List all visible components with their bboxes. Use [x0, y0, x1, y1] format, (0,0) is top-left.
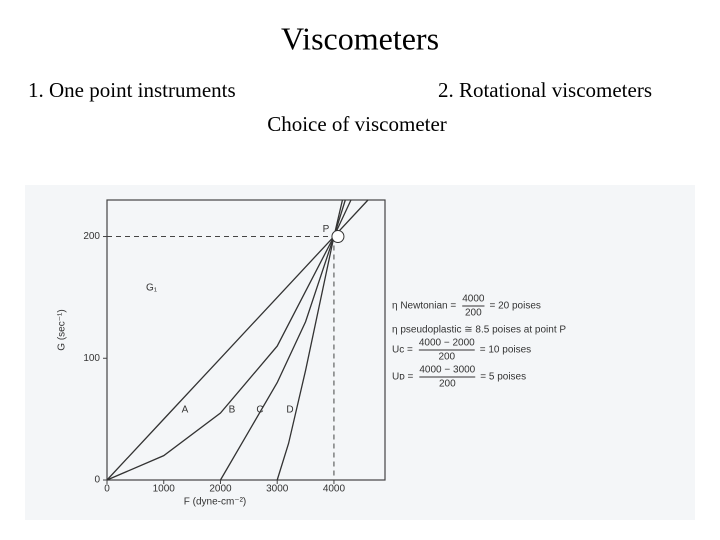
point-label: P — [323, 224, 330, 235]
curve — [276, 199, 344, 481]
x-axis-label: F (dyne-cm⁻²) — [184, 497, 247, 508]
curve-label: C — [256, 405, 263, 416]
title: Viscometers — [281, 20, 439, 56]
equation-denominator: 200 — [465, 308, 482, 319]
point-marker — [331, 230, 345, 244]
y-tick-label: 0 — [94, 475, 100, 486]
equation-denominator: 200 — [438, 352, 455, 363]
equation-lhs: η Newtonian = — [392, 301, 456, 312]
equation-numerator: 4000 − 2000 — [419, 338, 475, 349]
equation-lhs: Uᴅ = — [392, 372, 414, 383]
equation-rhs: = 5 poises — [480, 372, 526, 383]
equation-rhs: = 10 poises — [480, 345, 531, 356]
y-tick-label: 200 — [83, 231, 100, 242]
right-item: 2. Rotational viscometers — [438, 78, 652, 102]
subtitle: Choice of viscometer — [267, 112, 447, 136]
equation-lhs: η pseudoplastic ≅ 8.5 poises at point P — [392, 325, 566, 336]
equation-rhs: = 20 poises — [489, 301, 540, 312]
x-tick-label: 3000 — [266, 484, 289, 495]
y-tick-label: 100 — [83, 353, 100, 364]
x-tick-label: 4000 — [323, 484, 346, 495]
y-axis-label: G (sec⁻¹) — [57, 309, 68, 350]
plot-frame — [106, 199, 386, 481]
equation-numerator: 4000 — [462, 294, 485, 305]
curve-label: D — [286, 405, 293, 416]
equation-denominator: 200 — [439, 379, 456, 390]
x-tick-label: 1000 — [153, 484, 176, 495]
equation-lhs: Uᴄ = — [392, 345, 413, 356]
left-item: 1. One point instruments — [28, 78, 236, 102]
curve-label: B — [229, 405, 236, 416]
x-tick-label: 0 — [104, 484, 110, 495]
point-axis-label: G₁ — [146, 283, 158, 294]
figure-background — [25, 185, 695, 520]
x-tick-label: 2000 — [209, 484, 232, 495]
curve-label: A — [182, 405, 189, 416]
equation-numerator: 4000 − 3000 — [419, 365, 475, 376]
